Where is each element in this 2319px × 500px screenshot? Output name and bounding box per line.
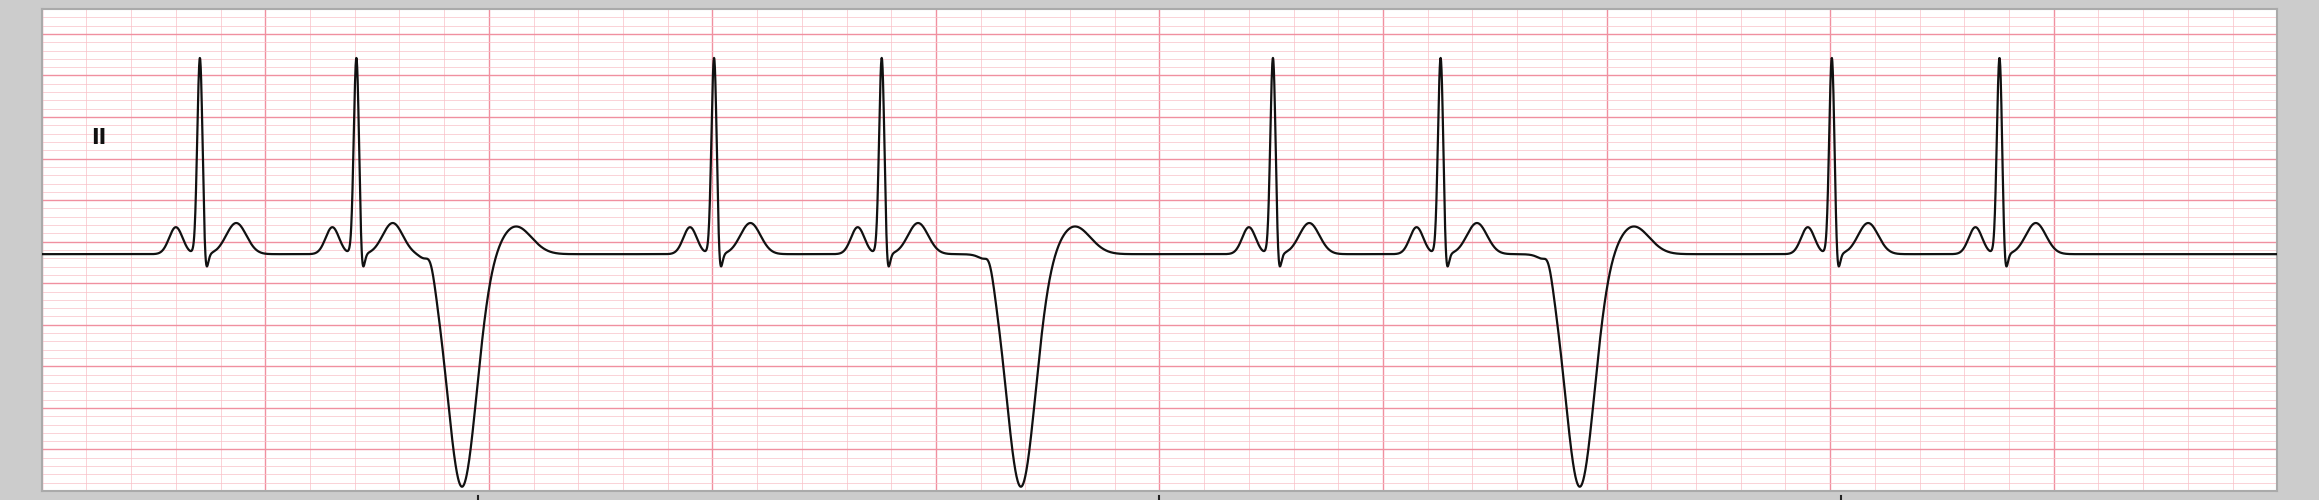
Text: II: II — [90, 128, 107, 148]
